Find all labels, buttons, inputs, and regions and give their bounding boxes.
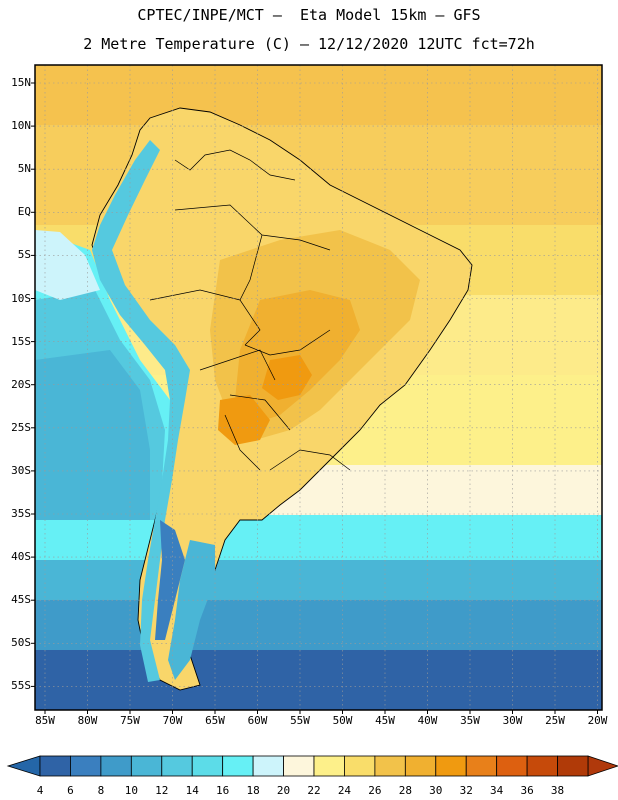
colorbar-label: 30 (429, 784, 443, 797)
hot-south-core (218, 395, 270, 445)
colorbar-label: 8 (97, 784, 105, 797)
colorbar-label: 4 (36, 784, 44, 797)
colorbar-label: 12 (155, 784, 169, 797)
lon-label-20w: 20W (587, 714, 608, 727)
andes-high-peaks (155, 520, 185, 640)
map-field (35, 65, 602, 710)
colorbar-label: 32 (459, 784, 473, 797)
lat-label-5s: 5S (17, 248, 31, 262)
lon-label-70w: 70W (162, 714, 183, 727)
graticule (35, 65, 602, 710)
lat-label-40s: 40S (11, 550, 31, 564)
lat-label-5n: 5N (17, 162, 31, 176)
colorbar-box (161, 755, 193, 777)
colorbar-box (465, 755, 498, 777)
colorbar-box (70, 755, 102, 777)
lat-label-55s: 55S (11, 679, 31, 693)
lat-label-30s: 30S (11, 463, 31, 477)
colorbar-box (526, 755, 558, 777)
colorbar-box (222, 755, 254, 777)
colorbar-box (344, 755, 376, 777)
lat-label-25s: 25S (11, 420, 31, 434)
hottest-pantanal (262, 355, 312, 400)
lon-label-30w: 30W (502, 714, 523, 727)
ocean-band-cyan (35, 515, 602, 560)
colorbar-box (130, 755, 163, 777)
lat-label-50s: 50S (11, 636, 31, 650)
colorbar-label: 28 (398, 784, 412, 797)
patagonia-cool (168, 540, 215, 680)
colorbar-box (374, 755, 406, 777)
lat-label-15s: 15S (11, 334, 31, 348)
lat-label-10n: 10N (11, 119, 31, 133)
lon-label-85w: 85W (35, 714, 55, 727)
lon-label-60w: 60W (247, 714, 268, 727)
colorbar-label: 16 (216, 784, 230, 797)
chart-title-line1: CPTEC/INPE/MCT – Eta Model 15km – GFS (137, 6, 481, 24)
colorbar-label: 20 (276, 784, 291, 797)
colorbar-box (252, 755, 284, 777)
colorbar-label: 26 (368, 784, 382, 797)
pacific-colder-core (35, 350, 150, 520)
andes-ridge (92, 140, 190, 682)
lon-label-75w: 75W (120, 714, 140, 727)
colorbar-box (557, 755, 589, 777)
colorbar-overflow-arrow (587, 755, 618, 777)
colorbar-label: 6 (67, 784, 74, 797)
colorbar-label: 38 (550, 784, 565, 797)
lat-label-35s: 35S (11, 507, 31, 520)
colorbar-label: 10 (124, 784, 138, 797)
colorbar-label: 24 (337, 784, 352, 797)
colorbar-box (100, 755, 132, 777)
colorbar (6, 755, 618, 777)
colorbar-label: 18 (246, 784, 260, 797)
lon-label-55w: 55W (290, 714, 310, 727)
colorbar-box (313, 755, 345, 777)
map-frame (34, 64, 603, 711)
colorbar-box (404, 755, 437, 777)
colorbar-underflow-arrow (6, 755, 41, 777)
colorbar-box (435, 755, 467, 777)
lon-label-25w: 25W (545, 714, 565, 727)
ocean-band-cool (35, 600, 602, 650)
lon-label-65w: 65W (205, 714, 225, 727)
lat-label-10s: 10S (11, 291, 31, 305)
lon-label-40w: 40W (417, 714, 438, 727)
colorbar-box (39, 755, 71, 777)
pacific-light-cyan (35, 230, 100, 300)
lat-label-15n: 15N (11, 76, 31, 89)
colorbar-label: 22 (307, 784, 321, 797)
lon-label-45w: 45W (375, 714, 395, 727)
lat-label-20s: 20S (11, 377, 31, 391)
lat-label-eq: EQ (17, 205, 31, 219)
lon-label-35w: 35W (460, 714, 480, 727)
lon-label-80w: 80W (77, 714, 98, 727)
lon-label-50w: 50W (332, 714, 353, 727)
colorbar-label: 34 (490, 784, 504, 797)
colorbar-box (191, 755, 224, 777)
chart-title-line2: 2 Metre Temperature (C) – 12/12/2020 12U… (83, 35, 535, 53)
ocean-band-mid (35, 560, 602, 600)
colorbar-box (496, 755, 528, 777)
colorbar-label: 14 (185, 784, 199, 797)
colorbar-box (283, 755, 315, 777)
ocean-band-far-north (35, 65, 602, 125)
country-borders (149, 149, 351, 471)
ocean-band-cold (35, 650, 602, 710)
colorbar-label: 36 (520, 784, 534, 797)
lat-label-45s: 45S (11, 593, 31, 607)
